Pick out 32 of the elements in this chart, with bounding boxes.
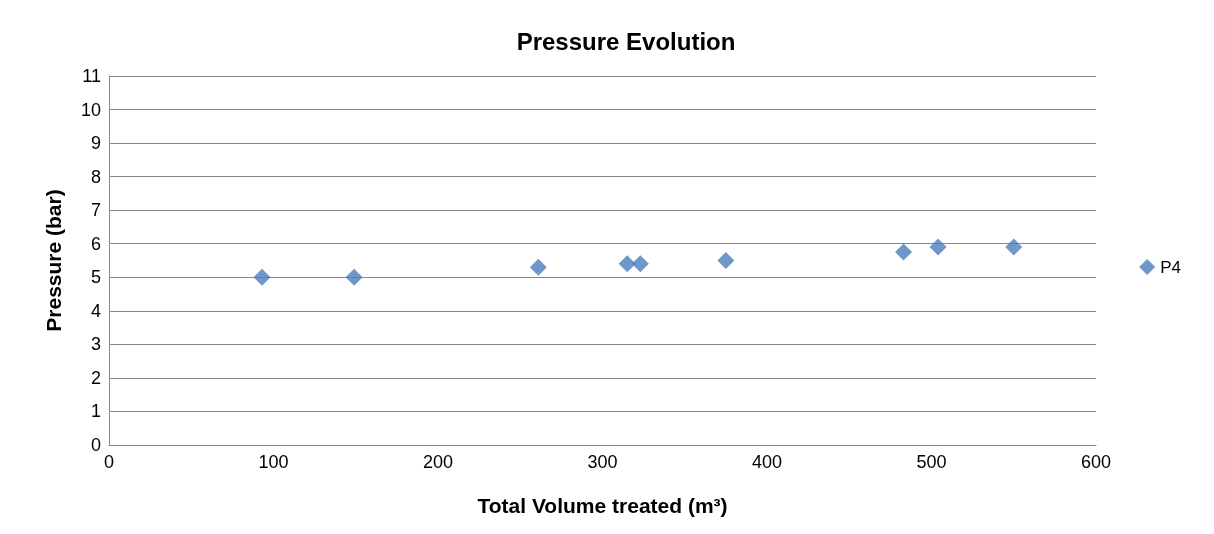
point [618, 255, 636, 273]
point [895, 243, 913, 261]
y-tick-label: 0 [90, 435, 101, 455]
y-tick-label: 11 [82, 66, 101, 86]
point [929, 238, 947, 256]
x-tick-label: 100 [258, 452, 289, 472]
legend-label: P4 [1160, 257, 1181, 277]
point [345, 268, 363, 286]
y-axis-title: Pressure (bar) [42, 189, 65, 332]
y-tick-label: 9 [90, 133, 101, 154]
x-tick-label: 600 [1080, 452, 1112, 472]
point [529, 258, 547, 276]
x-tick-label: 500 [916, 452, 947, 472]
x-tick-label: 300 [587, 452, 618, 472]
chart-title: Pressure Evolution [516, 27, 736, 55]
y-tick-label: 3 [90, 334, 101, 355]
y-tick-label: 5 [90, 267, 101, 288]
y-tick-label: 1 [90, 401, 101, 422]
x-tick-label: 0 [103, 452, 115, 472]
y-tick-label: 6 [90, 233, 101, 254]
point [631, 255, 649, 273]
y-tick-label: 2 [90, 367, 101, 388]
x-axis-title: Total Volume treated (m³) [477, 494, 728, 517]
point [253, 268, 271, 286]
y-tick-label: 7 [90, 200, 101, 221]
y-tick-label: 8 [90, 166, 101, 187]
y-tick-label: 4 [90, 300, 101, 321]
x-tick-label: 200 [422, 452, 454, 472]
x-tick-label: 400 [751, 452, 783, 472]
point [717, 252, 735, 269]
point [1005, 238, 1023, 256]
y-tick-label: 10 [80, 99, 101, 120]
